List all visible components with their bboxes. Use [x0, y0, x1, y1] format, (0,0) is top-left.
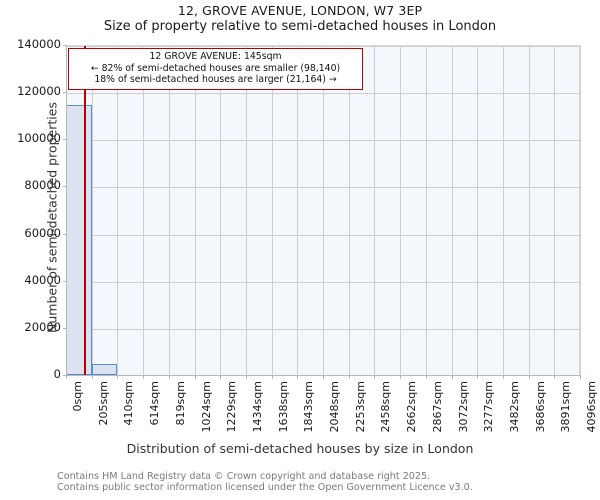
x-tick-label: 3277sqm — [482, 381, 496, 433]
y-tick-label: 40000 — [24, 272, 61, 287]
x-tick-label: 0sqm — [71, 381, 84, 412]
annotation-line-3: 18% of semi-detached houses are larger (… — [94, 74, 337, 86]
gridline-vertical — [297, 46, 299, 376]
x-tick-mark — [425, 376, 427, 379]
x-tick-mark — [245, 376, 247, 379]
annotation-line-1: 12 GROVE AVENUE: 145sqm — [149, 51, 282, 62]
x-tick-mark — [91, 376, 93, 379]
y-tick-mark — [63, 280, 66, 282]
property-marker-line — [84, 46, 86, 376]
x-tick-mark — [451, 376, 453, 379]
y-tick-mark — [63, 327, 66, 329]
property-annotation-box: 12 GROVE AVENUE: 145sqm ← 82% of semi-de… — [68, 48, 363, 90]
y-axis-spine — [66, 45, 67, 376]
x-tick-mark — [66, 376, 67, 379]
x-tick-label: 819sqm — [173, 381, 187, 426]
x-tick-label: 3072sqm — [456, 381, 470, 433]
gridline-vertical — [117, 46, 119, 376]
y-tick-label: 100000 — [17, 131, 61, 146]
x-tick-mark — [323, 376, 324, 379]
x-tick-label: 1638sqm — [276, 381, 290, 433]
gridline-vertical — [348, 46, 350, 376]
y-tick-mark — [63, 233, 66, 235]
histogram-bar — [66, 104, 92, 375]
x-tick-mark — [348, 376, 350, 379]
gridline-vertical — [400, 46, 402, 376]
x-tick-mark — [400, 376, 402, 379]
x-tick-label: 2867sqm — [430, 381, 444, 433]
x-tick-mark — [194, 376, 196, 379]
x-tick-label: 1024sqm — [199, 381, 213, 433]
y-tick-mark — [63, 375, 66, 376]
x-tick-label: 1843sqm — [302, 381, 316, 433]
gridline-vertical — [425, 46, 427, 376]
x-tick-label: 3891sqm — [559, 381, 573, 433]
x-tick-mark — [297, 376, 299, 379]
x-tick-label: 410sqm — [122, 381, 136, 426]
gridline-vertical — [271, 46, 273, 376]
y-tick-label: 20000 — [24, 319, 61, 334]
gridline-vertical — [143, 46, 145, 376]
x-tick-label: 3686sqm — [533, 381, 547, 433]
x-tick-mark — [477, 376, 479, 379]
page-title: 12, GROVE AVENUE, LONDON, W7 3EP — [177, 3, 423, 18]
x-tick-label: 3482sqm — [507, 381, 521, 433]
gridline-vertical — [580, 46, 581, 376]
x-tick-mark — [554, 376, 556, 379]
footer-line-2: Contains public sector information licen… — [57, 482, 473, 494]
x-tick-label: 1434sqm — [250, 381, 264, 433]
annotation-line-2: ← 82% of semi-detached houses are smalle… — [90, 62, 341, 74]
x-tick-label: 205sqm — [96, 381, 110, 426]
gridline-vertical — [220, 46, 222, 376]
y-tick-label: 120000 — [17, 84, 61, 99]
x-tick-mark — [580, 376, 581, 379]
x-tick-label: 2458sqm — [379, 381, 393, 433]
x-tick-label: 2048sqm — [328, 381, 341, 433]
plot-area — [66, 45, 581, 376]
gridline-vertical — [528, 46, 530, 376]
y-tick-mark — [63, 186, 66, 188]
x-tick-label: 614sqm — [148, 381, 162, 426]
gridline-vertical — [374, 46, 376, 376]
gridline-vertical — [323, 46, 324, 376]
chart-subtitle: Size of property relative to semi-detach… — [103, 19, 497, 34]
attribution-footer: Contains HM Land Registry data © Crown c… — [57, 471, 473, 493]
y-tick-mark — [63, 92, 66, 94]
y-tick-mark — [63, 45, 66, 46]
x-axis-spine — [66, 375, 581, 376]
x-tick-mark — [220, 376, 222, 379]
x-tick-label: 1229sqm — [225, 381, 239, 433]
x-tick-mark — [502, 376, 504, 379]
x-tick-label: 4096sqm — [585, 381, 598, 433]
y-axis-label: Number of semi-detached properties — [44, 102, 60, 333]
y-tick-mark — [63, 139, 66, 141]
y-tick-label: 80000 — [24, 178, 61, 193]
gridline-vertical — [477, 46, 479, 376]
histogram-bar — [91, 363, 118, 375]
x-tick-mark — [117, 376, 119, 379]
gridline-vertical — [91, 46, 93, 376]
x-tick-mark — [271, 376, 273, 379]
gridline-vertical — [554, 46, 556, 376]
x-tick-mark — [168, 376, 170, 379]
x-tick-label: 2662sqm — [405, 381, 419, 433]
x-axis-label: Distribution of semi-detached houses by … — [126, 441, 474, 456]
x-tick-mark — [528, 376, 530, 379]
y-tick-label: 0 — [53, 367, 61, 381]
x-tick-label: 2253sqm — [353, 381, 367, 433]
y-tick-label: 60000 — [24, 225, 61, 240]
x-tick-mark — [374, 376, 376, 379]
gridline-vertical — [168, 46, 170, 376]
gridline-vertical — [245, 46, 247, 376]
gridline-vertical — [502, 46, 504, 376]
y-tick-label: 140000 — [17, 37, 61, 51]
gridline-vertical — [194, 46, 196, 376]
footer-line-1: Contains HM Land Registry data © Crown c… — [57, 471, 431, 482]
gridline-vertical — [451, 46, 453, 376]
x-tick-mark — [143, 376, 145, 379]
